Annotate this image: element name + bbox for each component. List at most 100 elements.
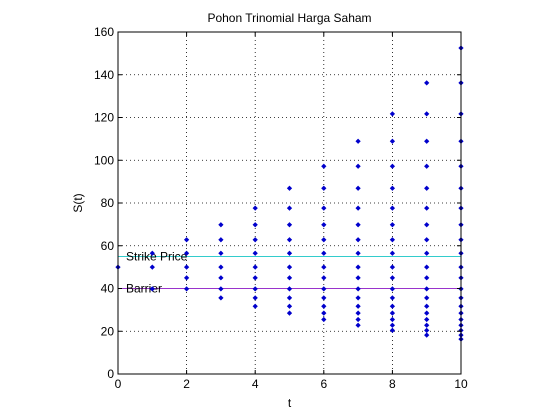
data-point [321,286,327,292]
data-point [424,316,430,323]
data-point [389,222,396,228]
data-point [355,275,361,281]
data-point [321,264,327,270]
data-point [218,295,224,301]
y-tick-label: 140 [94,68,114,82]
data-points [115,45,464,342]
data-point [286,250,293,256]
y-tick-label: 60 [101,239,115,253]
data-point [183,250,190,256]
data-point [355,138,361,144]
data-point [389,163,396,169]
y-tick-label: 40 [101,282,115,296]
data-point [355,310,361,316]
data-point [424,250,430,256]
data-point [424,80,430,86]
reference-lines: Strike Price Barrier [118,249,461,296]
data-point [218,286,224,292]
data-point [389,250,396,256]
data-point [286,295,293,301]
data-point [321,205,327,211]
data-point [424,163,430,169]
data-point [424,111,430,117]
data-point [355,295,361,301]
chart-title: Pohon Trinomial Harga Saham [207,11,371,25]
data-point [218,275,224,281]
y-axis-label: S(t) [71,193,85,212]
data-point [183,237,190,243]
data-point [424,275,430,281]
data-point [218,250,224,256]
data-point [286,205,293,211]
data-point [252,205,258,211]
data-point [183,286,190,292]
data-point [355,322,361,328]
data-point [355,286,361,292]
data-point [286,303,293,309]
data-point [321,316,327,323]
data-point [321,303,327,309]
x-tick-label: 4 [252,377,259,391]
data-point [286,264,293,270]
data-point [355,250,361,256]
data-point [218,264,224,270]
data-point [389,286,396,292]
data-point [424,185,430,191]
data-point [286,222,293,228]
data-point [389,327,396,334]
data-point [321,310,327,316]
data-point [355,222,361,228]
data-point [321,295,327,301]
data-point [321,250,327,256]
data-point [252,222,258,228]
data-point [252,275,258,281]
data-point [286,286,293,292]
data-point [355,303,361,309]
data-point [183,275,190,281]
data-point [424,222,430,228]
data-point [321,275,327,281]
data-point [424,303,430,309]
data-point [389,310,396,316]
data-point [424,310,430,316]
data-point [149,264,155,270]
data-point [252,286,258,292]
data-point [355,163,361,169]
data-point [424,322,430,328]
data-point [218,237,224,243]
x-tick-label: 2 [183,377,190,391]
data-point [321,237,327,243]
y-tick-label: 100 [94,153,114,167]
y-tick-label: 20 [101,324,115,338]
x-tick-label: 10 [454,377,468,391]
data-point [389,316,396,323]
x-axis-label: t [288,396,292,410]
data-point [286,310,293,316]
data-point [252,237,258,243]
data-point [424,295,430,301]
data-point [149,286,155,292]
data-point [355,185,361,191]
data-point [424,264,430,270]
data-point [424,327,430,334]
data-point [424,205,430,211]
data-point [149,250,155,256]
data-point [424,237,430,243]
data-point [252,264,258,270]
data-point [321,222,327,228]
y-tick-label: 120 [94,111,114,125]
y-tick-label: 0 [107,367,114,381]
data-point [389,237,396,243]
data-point [218,222,224,228]
data-point [252,250,258,256]
data-point [321,163,327,169]
data-point [424,138,430,144]
plot-frame [117,31,462,375]
grid-lines [118,32,461,374]
data-point [389,295,396,301]
data-point [389,322,396,328]
data-point [389,111,396,117]
data-point [286,185,293,191]
reference-line-label: Strike Price [126,249,188,263]
